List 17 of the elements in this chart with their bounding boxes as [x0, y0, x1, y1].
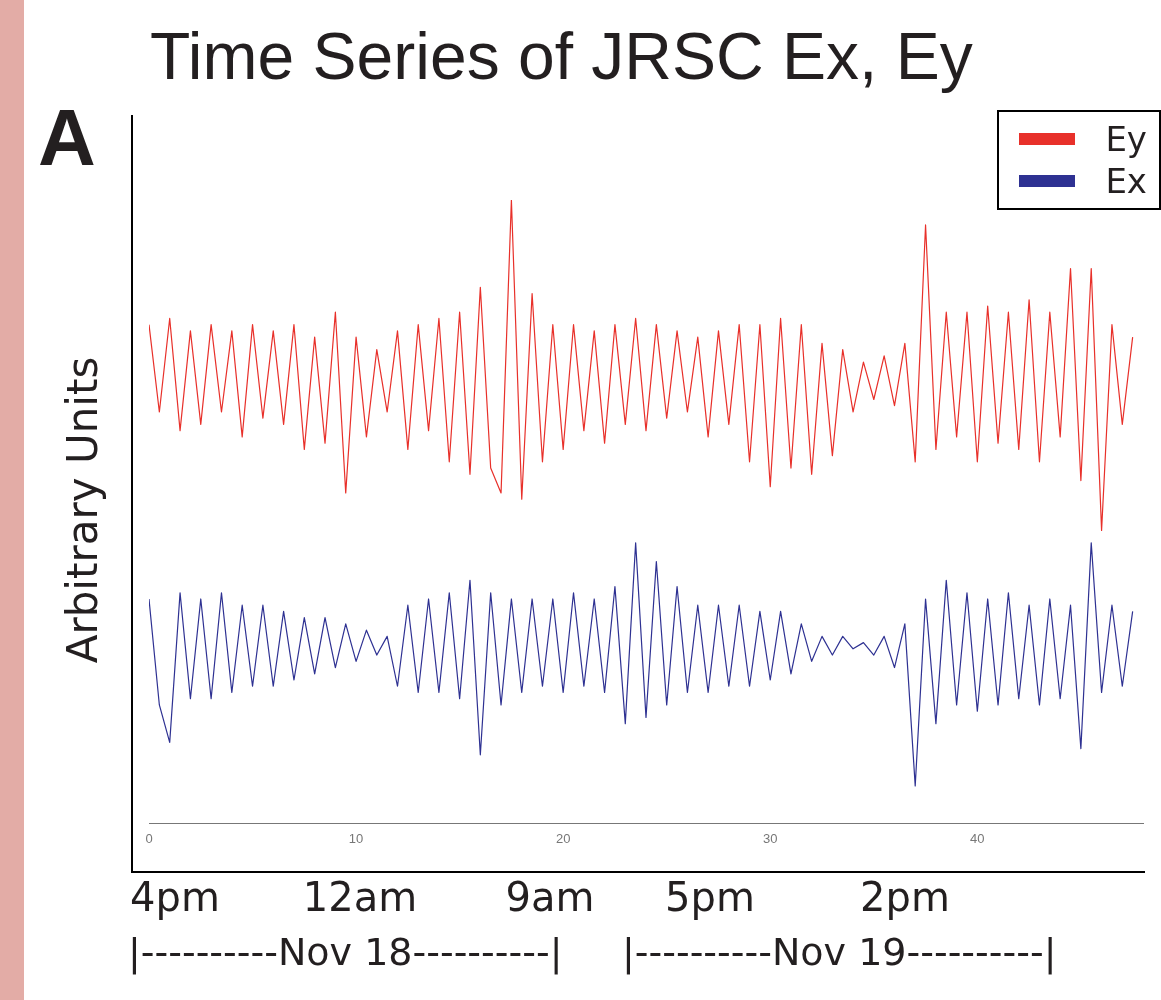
text: |----------Nov 19----------|: [622, 930, 1057, 974]
x-tick-label: 40: [970, 830, 985, 846]
x-tick-label: 20: [555, 830, 571, 846]
chart-title: Time Series of JRSC Ex, Ey: [150, 18, 973, 94]
text: A: [38, 92, 96, 184]
x-tick-label: 30: [763, 830, 778, 846]
x-tick-label: 10: [348, 830, 364, 846]
text: |----------Nov 18----------|: [128, 930, 563, 974]
y-axis-title: Arbitrary Units: [57, 356, 107, 664]
legend-label: Ey: [1105, 118, 1147, 160]
text: 4pm: [130, 874, 220, 920]
text: 9am: [505, 874, 595, 920]
legend-label: Ex: [1105, 160, 1147, 202]
text: 12am: [302, 874, 418, 920]
text: 2pm: [860, 874, 950, 920]
text: 5pm: [665, 874, 755, 920]
x-tick-label: 0: [145, 830, 153, 846]
